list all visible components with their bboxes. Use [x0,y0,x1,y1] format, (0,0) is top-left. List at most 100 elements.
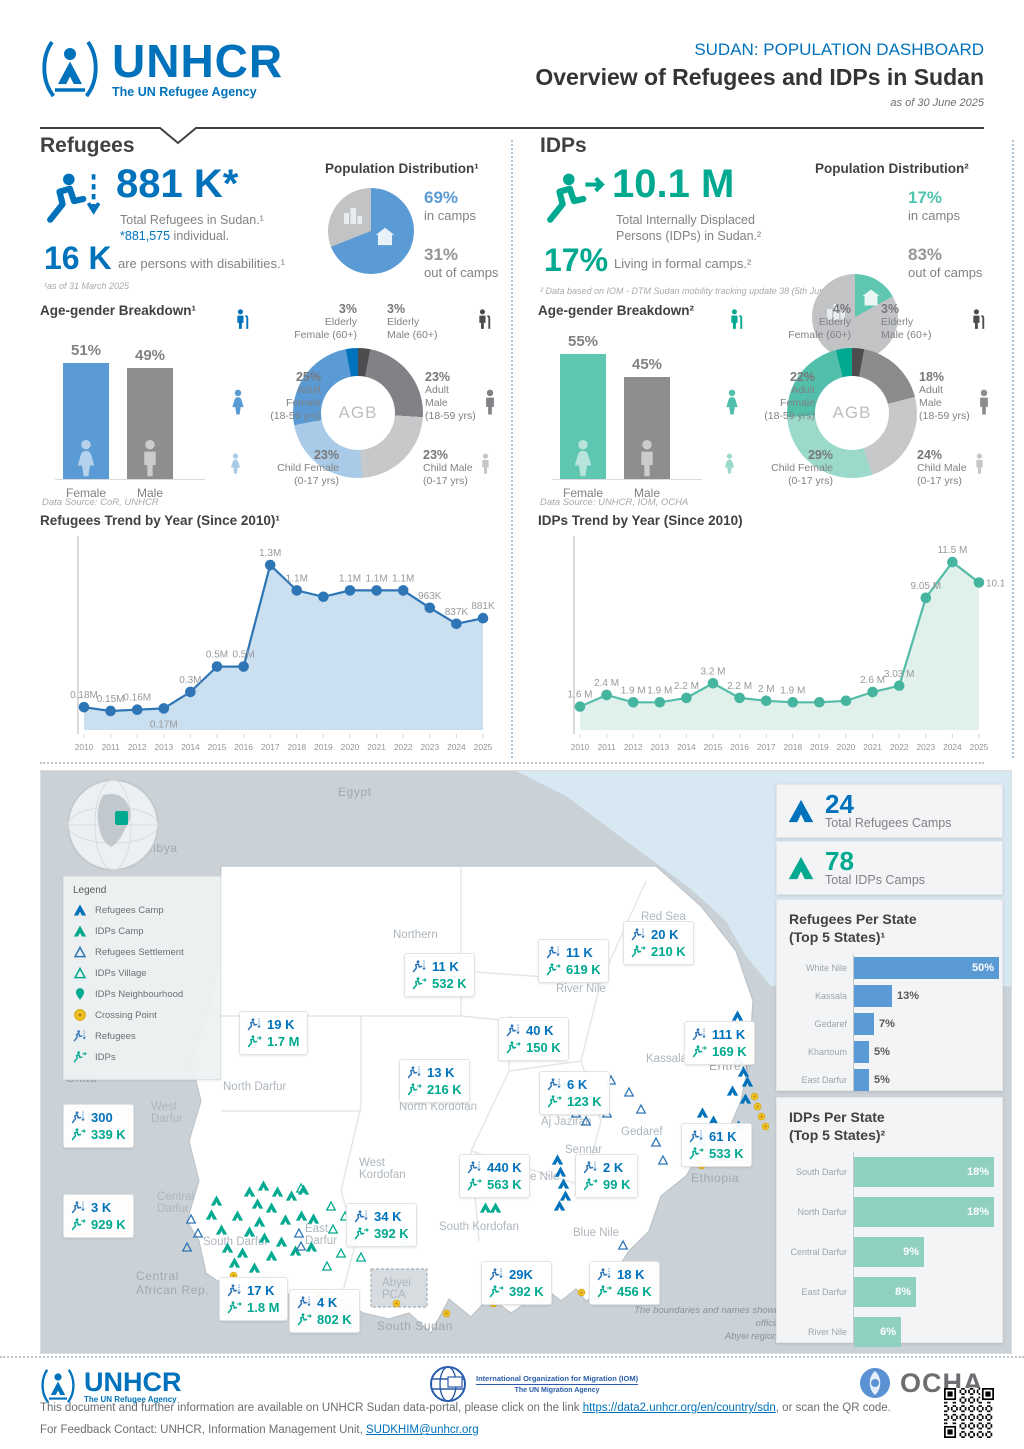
refugees-gender-bars: 51% 49% Female Male [55,330,220,508]
crossing-point-icon [577,1288,586,1297]
refugee-runner-icon [692,1027,707,1042]
agb-callout-line: (0-17 yrs) [423,475,468,487]
idps-stat-value: 123 K [567,1094,602,1109]
idp-runner-icon [506,1040,521,1055]
elderly-male-icon [967,307,991,331]
refugees-per-state-title: Refugees Per State (Top 5 States)¹ [789,911,917,945]
agb-callout-child-male: 24% Child Male (0-17 yrs) [917,449,1019,488]
idp-camp-icon [271,1185,284,1198]
state-label: South Kordofan [439,1221,519,1233]
refugees-trend-chart: 0.18M 2010 0.15M 2011 0.16M 2012 0.17M 2013 0.3M… [70,536,495,752]
idp-camp-icon [248,1261,261,1274]
idp-camp-icon [307,1212,320,1225]
idp-camp-icon [265,1201,278,1214]
idp-village-icon [325,1200,337,1212]
svg-text:0.15M: 0.15M [97,694,125,705]
idps-agb-donut-area: AGB 4% Elderly Female (60+) 3% Elderly Male (… [719,303,1009,508]
refugee-camp-icon [787,797,815,825]
male-icon [131,439,169,477]
refugees-disabilities-number: 16 K [44,240,112,276]
state-bar-value: 13% [897,990,920,1002]
agb-callout-line: Adult [297,384,321,396]
refugees-stat-value: 11 K [566,945,593,960]
refugee-runner-icon [227,1283,242,1298]
refugees-total-caption-line1: Total Refugees in Sudan.¹ [120,213,264,227]
idps-stat-row: 392 K [489,1283,544,1300]
data-portal-link[interactable]: https://data2.unhcr.org/en/country/sdn [582,1402,776,1414]
idps-camps-caption: Living in formal camps.² [614,256,752,271]
state-row-label: East Darfur [801,1075,847,1085]
svg-text:2017: 2017 [261,742,280,752]
agb-callout-line: Male [919,397,942,409]
state-bar-value: 18% [966,1166,989,1178]
female-icon [564,439,602,477]
idps-stat-row: 216 K [407,1081,462,1098]
state-bar: 7% [854,1013,895,1035]
svg-text:0.17M: 0.17M [150,719,178,730]
idp-village-icon [327,1223,339,1235]
agb-callout-line: Male (60+) [387,329,438,341]
total-refugee-camps-value: 24 [825,789,854,819]
idps-female-label: Female [562,486,603,500]
idps-heading: IDPs [540,134,587,157]
refugees-stat-value: 111 K [712,1027,746,1042]
state-stats-callout: 20 K 210 K [623,921,694,965]
idps-icon [73,1050,87,1064]
idp-camp-icon [73,924,87,938]
country-label: Ethiopia [691,1171,740,1185]
qr-code[interactable] [944,1388,994,1438]
refugee-runner-icon [489,1267,504,1282]
refugees-per-state-panel: Refugees Per State (Top 5 States)¹ White… [776,899,1003,1094]
state-row-bar-area: 9% [853,1232,994,1272]
agb-callout-line: Elderly [818,316,851,328]
idp-camp-icon [210,1194,223,1207]
refugees-trend-title: Refugees Trend by Year (Since 2010)¹ [40,513,280,528]
refugee-camp-icon [726,1084,739,1097]
section-divider [40,762,984,764]
feedback-email-link[interactable]: SUDKHIM@unhcr.org [365,1424,479,1436]
state-label: West Darfur [151,1101,183,1125]
idps-agb-title: Age-gender Breakdown² [538,303,695,318]
agb-callout-line: Adult [919,384,943,396]
refugees-male-bar [127,368,173,479]
refugees-total: 881 K* [116,162,239,206]
refugees-stat-row: 61 K [689,1128,744,1145]
dashboard-kicker: SUDAN: POPULATION DASHBOARD [694,40,984,59]
idps-stat-value: 929 K [91,1217,126,1232]
idps-stat-value: 532 K [432,976,467,991]
legend-item: Refugees Settlement [73,945,211,959]
refugees-stat-value: 19 K [267,1017,295,1032]
agb-callout-line: Elderly [387,316,420,328]
refugees-stat-row: 18 K [597,1266,652,1283]
svg-text:2012: 2012 [624,742,643,752]
idp-runner-icon [546,962,561,977]
state-row-label: River Nile [807,1327,847,1337]
agb-callout-line: (18-59 yrs) [764,410,815,422]
refugee-runner-icon [412,959,427,974]
refugees-stat-value: 17 K [247,1283,275,1298]
idps-stat-row: 929 K [71,1216,126,1233]
idps-gender-bars: 55% 45% Female Male [552,330,717,508]
refugees-disabilities-caption: are persons with disabilities.¹ [118,256,285,271]
state-stats-callout: 34 K 392 K [346,1203,417,1247]
idp-runner-icon [689,1146,704,1161]
state-label: Abyei PCA [382,1277,411,1301]
idps-stat-value: 392 K [374,1226,409,1241]
idps-per-state-title: IDPs Per State (Top 5 States)² [789,1109,886,1143]
legend-item: Crossing Point [73,1008,211,1022]
idps-stat-value: 533 K [709,1146,744,1161]
svg-text:9.05 M: 9.05 M [911,581,942,592]
ocha-logo: OCHA [858,1366,984,1400]
idps-trend-chart: 1.6 M 2010 2.4 M 2011 1.9 M 2012 1.9 M 2013 2.2 … [567,536,1004,752]
refugees-popdist-pie [328,188,414,274]
agb-callout-pct: 25% [295,370,321,384]
agb-callout-adult-male: 18% Adult Male (18-59 yrs) [919,371,999,423]
refugees-female-label: Female [65,486,106,500]
idps-stat-value: 1.8 M [247,1300,280,1315]
svg-text:2024: 2024 [447,742,466,752]
idps-total: 10.1 M [612,162,735,206]
state-bar: 8% [854,1277,916,1307]
svg-text:0.5M: 0.5M [206,650,228,661]
refugees-popdist-title: Population Distribution¹ [325,161,479,176]
